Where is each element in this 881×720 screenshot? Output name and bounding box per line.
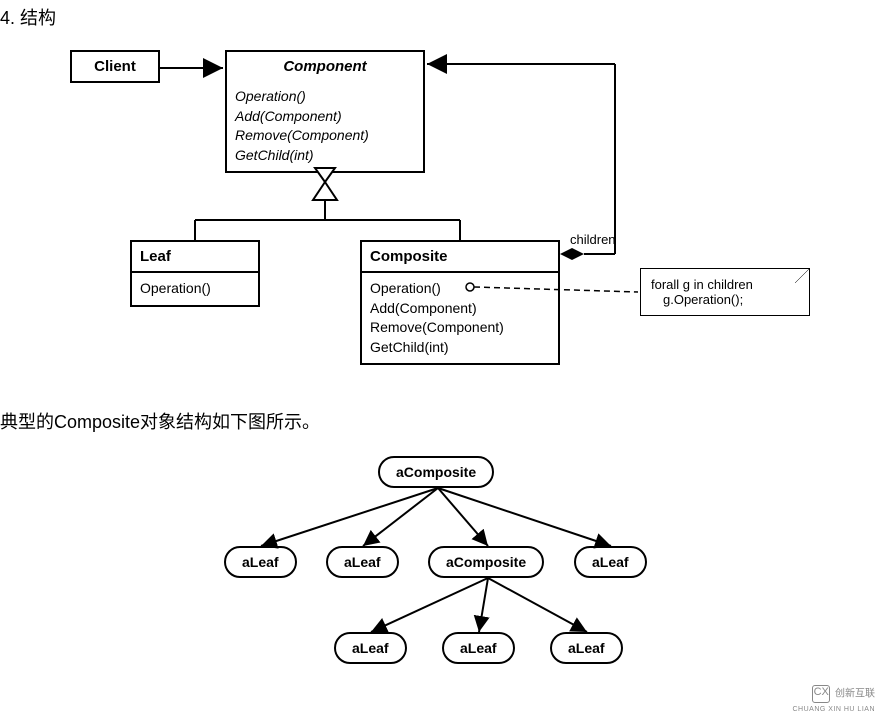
- watermark-brand: 创新互联: [835, 689, 875, 700]
- tree-edge: [479, 578, 488, 632]
- watermark-sub: CHUANG XIN HU LIAN: [792, 706, 875, 713]
- tree-edge: [488, 578, 587, 632]
- tree-edge: [363, 488, 438, 546]
- watermark: CX 创新互联 CHUANG XIN HU LIAN: [792, 685, 875, 714]
- tree-connectors: [0, 0, 881, 720]
- tree-edge: [261, 488, 438, 546]
- tree-edge: [371, 578, 488, 632]
- watermark-logo: CX: [812, 685, 830, 703]
